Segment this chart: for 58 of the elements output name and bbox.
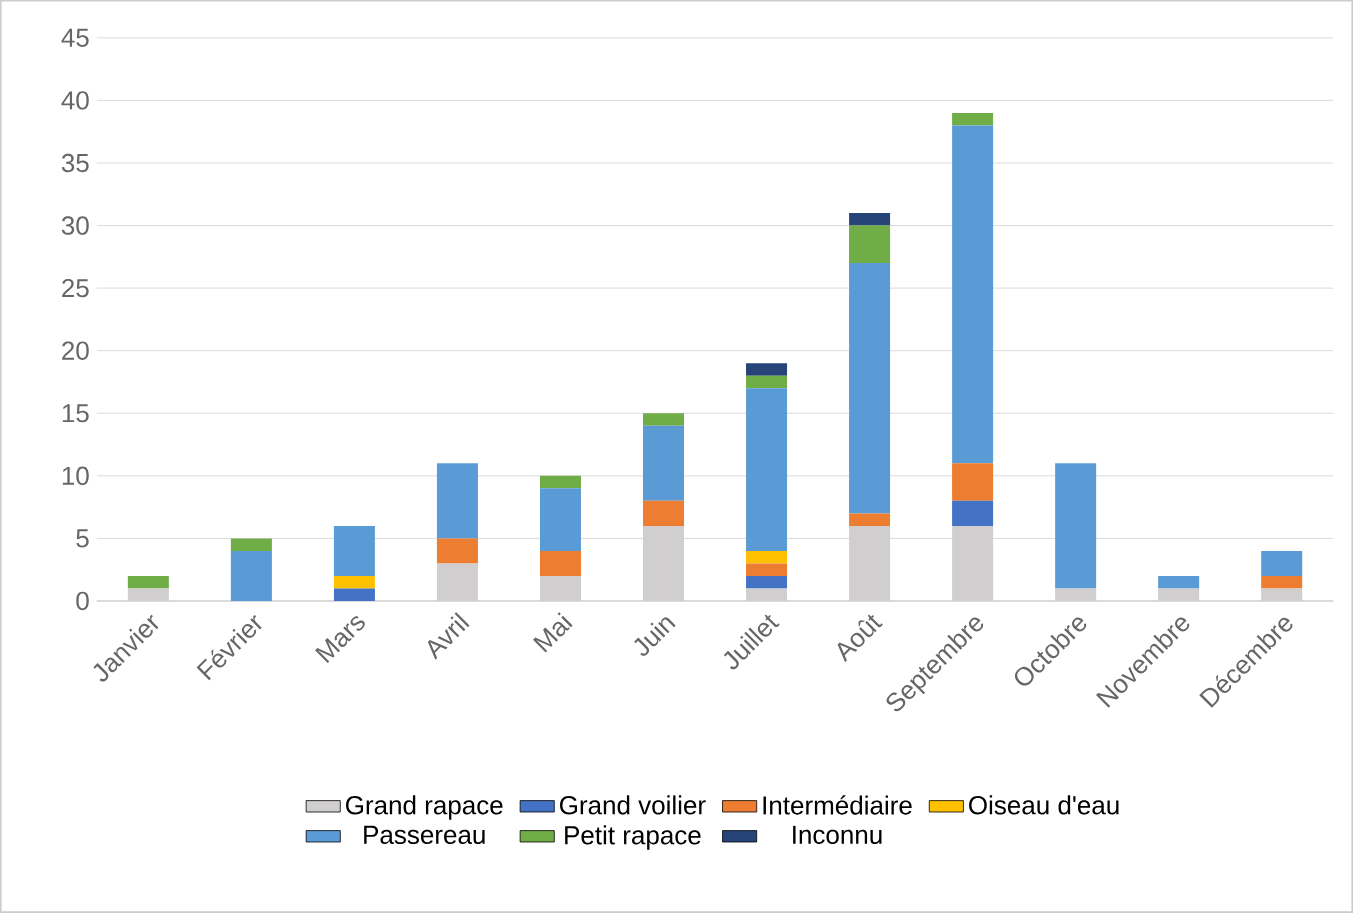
x-tick-label: Juin: [634, 617, 676, 656]
bar: [746, 363, 788, 376]
bar: [127, 588, 169, 602]
bar: [436, 463, 478, 539]
bar: [1261, 588, 1303, 602]
bar: [952, 500, 994, 526]
bar: [746, 576, 788, 589]
bar: [952, 125, 994, 464]
y-tick-label: 30: [61, 216, 89, 235]
bar: [1158, 576, 1200, 589]
y-tick-label: 15: [62, 404, 89, 423]
bar: [746, 388, 788, 551]
bar: [333, 576, 375, 589]
bar: [333, 525, 375, 577]
legend-label: Grand voilier: [560, 795, 706, 815]
bar: [436, 563, 478, 602]
bar: [643, 500, 685, 526]
bar: [230, 538, 272, 551]
bar: [746, 588, 788, 602]
bar: [1261, 550, 1303, 577]
y-tick-label: 0: [76, 591, 89, 611]
bar: [436, 538, 478, 564]
bar: [746, 375, 788, 389]
bar: [952, 112, 994, 126]
bar: [746, 550, 788, 564]
bar: [127, 576, 169, 589]
bar: [849, 225, 891, 264]
y-tick-label: 40: [61, 91, 89, 110]
y-tick-label: 35: [61, 153, 89, 173]
bar: [539, 475, 581, 489]
bar: [539, 488, 581, 551]
legend-label: Passereau: [364, 825, 485, 845]
y-tick-label: 45: [61, 28, 89, 47]
legend-label: Intermédiaire: [763, 795, 912, 815]
bar: [746, 563, 788, 577]
bar: [230, 550, 272, 602]
bar: [849, 513, 891, 526]
y-tick-label: 5: [76, 529, 89, 548]
bar: [1158, 588, 1200, 602]
y-tick-label: 25: [62, 278, 89, 298]
bar: [1055, 588, 1097, 602]
legend-label: Inconnu: [793, 825, 882, 845]
bar: [333, 588, 375, 602]
legend-label: Grand rapace: [346, 795, 503, 820]
y-tick-label: 20: [62, 341, 89, 360]
y-tick-label: 10: [62, 466, 89, 486]
bar: [849, 263, 891, 514]
bar: [643, 425, 685, 501]
bar: [1261, 576, 1303, 589]
bar: [643, 413, 685, 426]
bar: [539, 576, 581, 602]
legend-label: Oiseau d'eau: [969, 795, 1119, 815]
bar: [952, 463, 994, 501]
bar: [849, 213, 891, 226]
bar: [1055, 463, 1097, 589]
legend-label: Petit rapace: [565, 825, 701, 850]
bar: [539, 550, 581, 577]
x-tick-label: Mai: [533, 612, 573, 653]
